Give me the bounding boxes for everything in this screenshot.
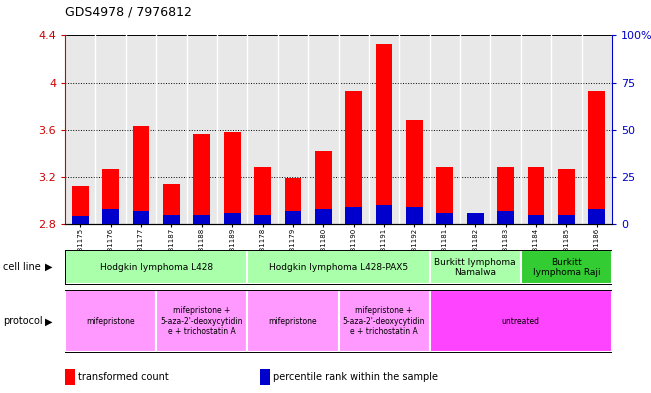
Bar <box>102 169 119 224</box>
Text: GDS4978 / 7976812: GDS4978 / 7976812 <box>65 6 192 19</box>
Bar <box>527 167 544 224</box>
Bar <box>315 151 331 224</box>
Bar <box>467 218 484 224</box>
Bar <box>163 184 180 224</box>
Bar <box>217 35 247 224</box>
Bar <box>339 290 430 353</box>
Text: Burkitt lymphoma
Namalwa: Burkitt lymphoma Namalwa <box>434 257 516 277</box>
Bar <box>133 126 150 224</box>
Bar <box>558 215 575 224</box>
Bar <box>430 35 460 224</box>
Bar <box>72 217 89 224</box>
Bar <box>467 213 484 224</box>
Bar <box>436 167 453 224</box>
Bar <box>460 35 490 224</box>
Bar <box>589 209 605 224</box>
Bar <box>254 215 271 224</box>
Bar <box>406 207 423 224</box>
Bar <box>339 35 369 224</box>
Bar <box>436 213 453 224</box>
Text: mifepristone: mifepristone <box>87 317 135 326</box>
Bar <box>163 215 180 224</box>
Text: Burkitt
lymphoma Raji: Burkitt lymphoma Raji <box>533 257 600 277</box>
Text: mifepristone: mifepristone <box>269 317 317 326</box>
Text: percentile rank within the sample: percentile rank within the sample <box>273 372 438 382</box>
Bar <box>247 250 430 284</box>
Text: cell line: cell line <box>3 262 41 272</box>
Bar <box>497 211 514 224</box>
Bar <box>589 91 605 224</box>
Bar <box>247 35 278 224</box>
Bar <box>521 35 551 224</box>
Bar <box>156 290 247 353</box>
Bar <box>376 44 393 224</box>
Bar <box>369 35 399 224</box>
Bar <box>345 91 362 224</box>
Bar <box>551 35 581 224</box>
Bar <box>376 205 393 224</box>
Text: protocol: protocol <box>3 316 43 326</box>
Bar <box>65 35 96 224</box>
Bar <box>527 215 544 224</box>
Bar <box>315 209 331 224</box>
Text: Hodgkin lymphoma L428-PAX5: Hodgkin lymphoma L428-PAX5 <box>269 263 408 272</box>
Text: mifepristone +
5-aza-2'-deoxycytidin
e + trichostatin A: mifepristone + 5-aza-2'-deoxycytidin e +… <box>343 307 425 336</box>
Text: ▶: ▶ <box>45 262 53 272</box>
Bar <box>102 209 119 224</box>
Bar <box>247 290 339 353</box>
Bar <box>133 211 150 224</box>
Bar <box>193 134 210 224</box>
Text: mifepristone +
5-aza-2'-deoxycytidin
e + trichostatin A: mifepristone + 5-aza-2'-deoxycytidin e +… <box>161 307 243 336</box>
Bar <box>284 178 301 224</box>
Bar <box>581 35 612 224</box>
Bar <box>96 35 126 224</box>
Text: ▶: ▶ <box>45 316 53 326</box>
Bar <box>126 35 156 224</box>
Bar <box>193 215 210 224</box>
Text: Hodgkin lymphoma L428: Hodgkin lymphoma L428 <box>100 263 213 272</box>
Bar <box>430 290 612 353</box>
Bar <box>284 211 301 224</box>
Bar <box>406 120 423 224</box>
Bar <box>72 186 89 224</box>
Text: transformed count: transformed count <box>78 372 169 382</box>
Bar <box>558 169 575 224</box>
Bar <box>521 250 612 284</box>
Text: untreated: untreated <box>502 317 540 326</box>
Bar <box>254 167 271 224</box>
Bar <box>345 207 362 224</box>
Bar <box>430 250 521 284</box>
Bar <box>187 35 217 224</box>
Bar <box>497 167 514 224</box>
Bar <box>399 35 430 224</box>
Bar <box>156 35 187 224</box>
Bar <box>278 35 308 224</box>
Bar <box>308 35 339 224</box>
Bar <box>65 290 156 353</box>
Bar <box>490 35 521 224</box>
Bar <box>65 250 247 284</box>
Bar <box>224 132 240 224</box>
Bar <box>224 213 240 224</box>
